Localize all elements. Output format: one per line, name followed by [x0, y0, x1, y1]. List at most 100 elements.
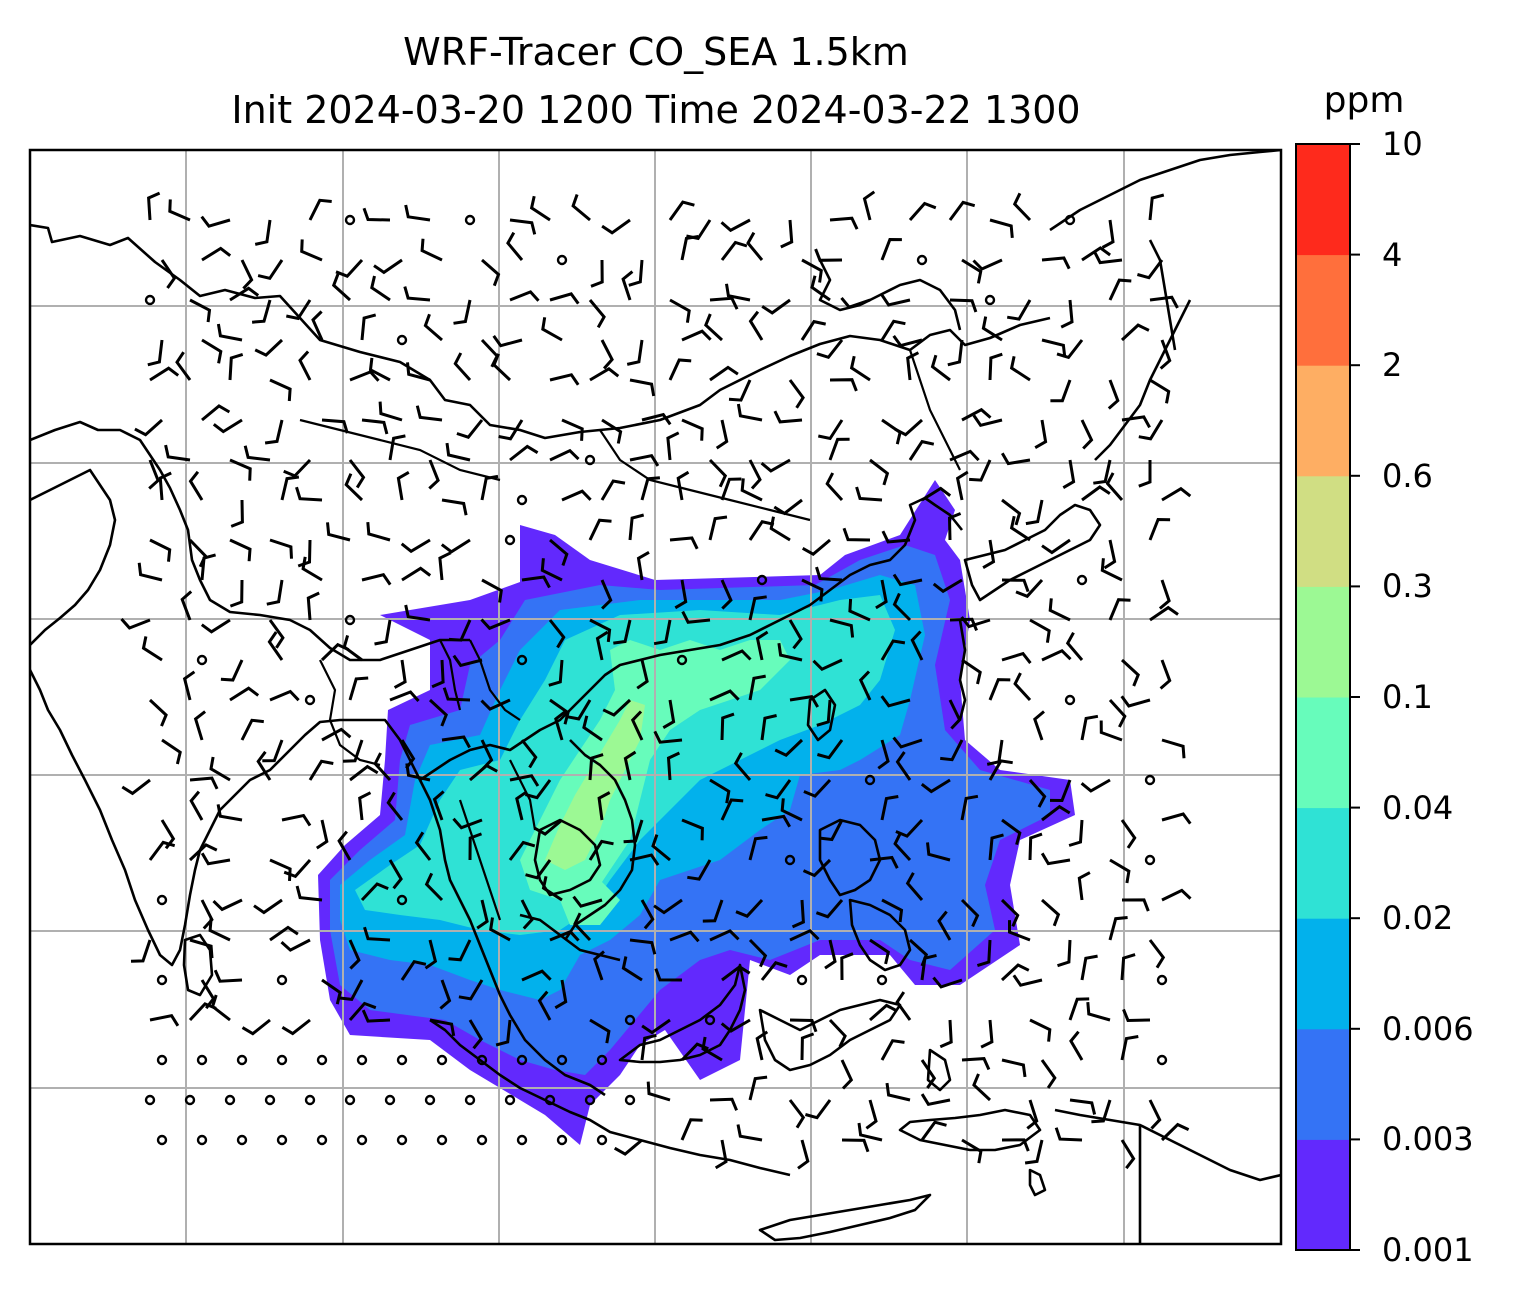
calm-wind-marker	[156, 1054, 168, 1066]
wind-barb	[321, 727, 352, 742]
wind-barb	[715, 419, 729, 450]
wind-barb	[621, 270, 634, 301]
colorbar-tick-label: 0.003	[1382, 1120, 1474, 1159]
wind-barb	[908, 201, 937, 221]
wind-barb	[1001, 1138, 1030, 1152]
colorbar-tick-label: 0.6	[1382, 456, 1433, 495]
wind-barb	[662, 699, 676, 729]
wind-barb	[666, 751, 681, 781]
calm-wind-marker	[476, 1054, 488, 1066]
wind-barb	[358, 791, 372, 821]
wind-barb	[930, 354, 951, 382]
wind-barb	[880, 695, 911, 708]
wind-barb	[1093, 251, 1123, 265]
wind-barb	[400, 960, 427, 981]
wind-barb	[168, 199, 191, 222]
wind-barb	[982, 539, 996, 569]
wind-barb	[1068, 997, 1090, 1021]
wind-barb	[709, 296, 739, 310]
wind-barb	[1040, 1059, 1057, 1089]
wind-barb	[254, 338, 284, 357]
wind-barb	[761, 298, 791, 315]
wind-barb	[849, 355, 871, 382]
wind-barb	[720, 477, 742, 501]
wind-barb	[875, 579, 888, 610]
wind-barb	[440, 538, 471, 554]
calm-wind-marker	[144, 1094, 156, 1106]
wind-barb	[1148, 939, 1166, 969]
wind-barb	[702, 899, 724, 923]
calm-wind-marker	[196, 1054, 208, 1066]
wind-barb	[980, 1019, 994, 1049]
wind-barb	[949, 298, 978, 313]
wind-barb	[1093, 459, 1112, 485]
wind-barb	[548, 659, 564, 687]
wind-barb	[1026, 1099, 1039, 1130]
wind-barb	[623, 750, 637, 781]
wind-barb	[361, 572, 392, 586]
wind-barb	[774, 738, 804, 757]
wind-barb	[441, 498, 468, 516]
wind-barb	[189, 790, 204, 821]
wind-barb	[1000, 898, 1020, 928]
calm-wind-marker	[756, 574, 768, 586]
wind-barb	[148, 459, 160, 490]
calm-wind-marker	[704, 1014, 716, 1026]
wind-barb	[348, 1001, 377, 1021]
wind-barb	[669, 536, 699, 550]
calm-wind-marker	[1156, 974, 1168, 986]
wind-barb	[1120, 1139, 1136, 1170]
wind-barb	[961, 407, 992, 422]
wind-barb	[297, 539, 312, 568]
wind-barb	[254, 219, 272, 246]
wind-barb	[386, 791, 404, 821]
wind-barb	[549, 538, 569, 566]
wind-barb	[1009, 515, 1031, 542]
wind-barb	[601, 218, 631, 235]
wind-barb	[537, 990, 552, 1021]
wind-barb	[453, 299, 472, 325]
wind-barb	[374, 619, 392, 646]
wind-barb	[269, 925, 299, 942]
wind-barb	[458, 979, 484, 1001]
wind-barb	[180, 590, 193, 621]
wind-barb	[498, 419, 524, 441]
wind-barb	[548, 619, 566, 649]
wind-barb	[1161, 812, 1192, 825]
calm-wind-marker	[1156, 1054, 1168, 1066]
wind-barb	[803, 778, 832, 798]
colorbar-tick-label: 0.3	[1382, 567, 1433, 606]
colorbar	[1295, 143, 1360, 1251]
wind-barb	[1136, 259, 1164, 280]
tracer-shading	[318, 480, 1075, 1145]
wind-barb	[582, 715, 603, 742]
calm-wind-marker	[196, 1134, 208, 1146]
wind-barb	[881, 530, 911, 544]
wind-barb	[932, 578, 963, 594]
wind-barb	[895, 751, 912, 781]
wind-barb	[892, 736, 923, 749]
wind-barb	[589, 618, 612, 643]
wind-barb	[769, 516, 791, 542]
wind-barb	[201, 246, 232, 262]
wind-barb	[571, 194, 591, 222]
wind-barb	[400, 739, 416, 770]
wind-barb	[681, 818, 704, 841]
wind-barb	[361, 418, 389, 435]
wind-barb	[149, 1014, 180, 1027]
wind-barb	[300, 239, 323, 262]
calm-wind-marker	[236, 1054, 248, 1066]
wind-barb	[669, 298, 691, 323]
wind-barb	[229, 579, 244, 608]
wind-barb	[920, 1059, 937, 1089]
wind-barb	[1001, 498, 1022, 526]
wind-barb	[748, 1075, 768, 1101]
wind-barb	[597, 791, 611, 821]
wind-barb	[549, 373, 580, 386]
wind-barb	[182, 670, 196, 701]
wind-barb	[961, 658, 982, 685]
wind-barb	[1062, 459, 1076, 489]
wind-barb	[1080, 419, 1094, 450]
wind-barb	[1057, 939, 1072, 968]
